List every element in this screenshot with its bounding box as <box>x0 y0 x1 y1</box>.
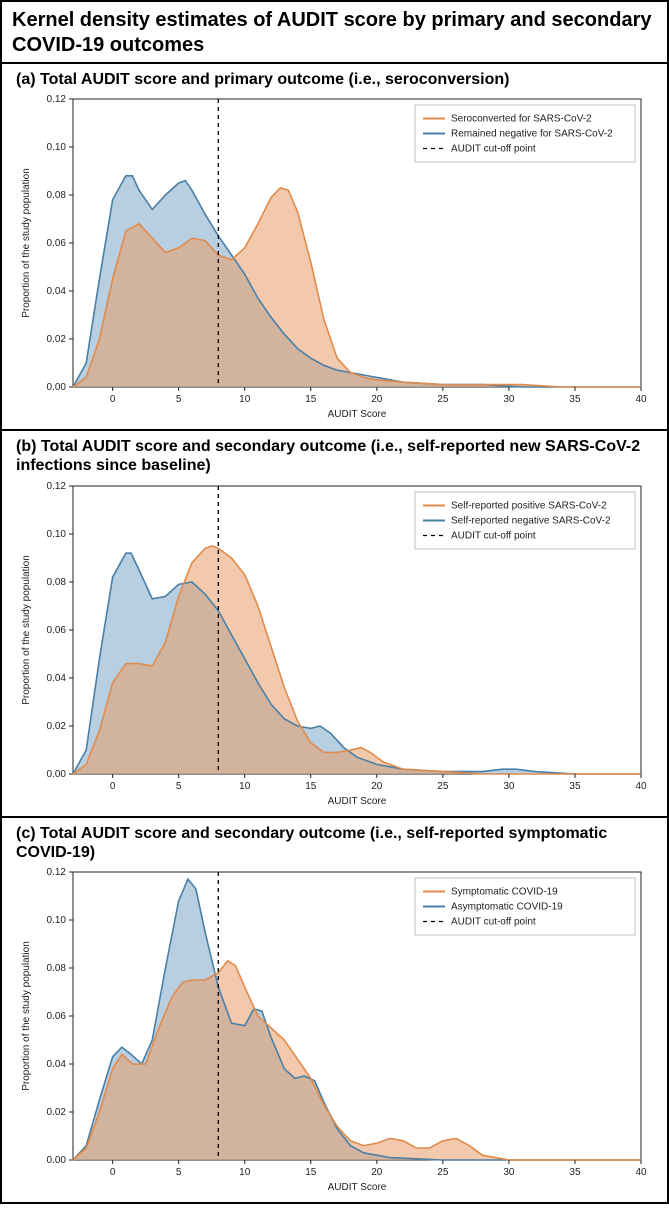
legend-label: Asymptomatic COVID-19 <box>451 901 563 912</box>
legend-label: Symptomatic COVID-19 <box>451 886 558 897</box>
svg-text:0.10: 0.10 <box>46 915 66 926</box>
figure-outer: Kernel density estimates of AUDIT score … <box>0 0 669 1204</box>
svg-text:15: 15 <box>305 781 317 792</box>
svg-text:5: 5 <box>175 394 181 405</box>
legend-label: AUDIT cut-off point <box>451 530 536 541</box>
svg-text:0.04: 0.04 <box>46 673 66 684</box>
svg-text:0.04: 0.04 <box>46 286 66 297</box>
svg-text:0.12: 0.12 <box>46 481 66 492</box>
svg-text:20: 20 <box>371 394 383 405</box>
svg-text:0.10: 0.10 <box>46 529 66 540</box>
svg-text:0.00: 0.00 <box>46 382 66 393</box>
legend-label: AUDIT cut-off point <box>451 916 536 927</box>
svg-text:0.00: 0.00 <box>46 769 66 780</box>
legend-label: Self-reported positive SARS-CoV-2 <box>451 500 607 511</box>
y-axis-label: Proportion of the study population <box>21 941 32 1091</box>
panel-title-a: (a) Total AUDIT score and primary outcom… <box>16 70 659 89</box>
x-axis-label: AUDIT Score <box>327 1182 386 1193</box>
svg-text:15: 15 <box>305 1167 317 1178</box>
x-axis-label: AUDIT Score <box>327 409 386 420</box>
svg-text:25: 25 <box>437 394 449 405</box>
legend-label: AUDIT cut-off point <box>451 144 536 155</box>
svg-text:40: 40 <box>635 1167 647 1178</box>
kde-area-positive <box>73 961 641 1160</box>
svg-text:0.08: 0.08 <box>46 577 66 588</box>
svg-text:0.12: 0.12 <box>46 867 66 878</box>
svg-text:20: 20 <box>371 781 383 792</box>
panel-a: (a) Total AUDIT score and primary outcom… <box>2 64 667 431</box>
svg-text:0.08: 0.08 <box>46 963 66 974</box>
legend: Symptomatic COVID-19 Asymptomatic COVID-1… <box>415 878 635 935</box>
panel-c: (c) Total AUDIT score and secondary outc… <box>2 818 667 1202</box>
svg-text:0.02: 0.02 <box>46 1107 66 1118</box>
svg-text:0.12: 0.12 <box>46 94 66 105</box>
chart-b: 0 5 10 15 20 25 30 35 40 0.00 0.02 0.04 0.06 0.08 0.10… <box>15 480 655 810</box>
x-axis-label: AUDIT Score <box>327 796 386 807</box>
svg-text:5: 5 <box>175 781 181 792</box>
svg-text:30: 30 <box>503 1167 515 1178</box>
svg-text:0.06: 0.06 <box>46 1011 66 1022</box>
legend-label: Remained negative for SARS-CoV-2 <box>451 129 613 140</box>
svg-text:0: 0 <box>109 394 115 405</box>
svg-text:5: 5 <box>175 1167 181 1178</box>
y-axis-label: Proportion of the study population <box>21 168 32 318</box>
figure-title: Kernel density estimates of AUDIT score … <box>2 2 667 64</box>
kde-area-positive <box>73 546 641 774</box>
panel-title-c: (c) Total AUDIT score and secondary outc… <box>16 824 659 862</box>
svg-text:25: 25 <box>437 1167 449 1178</box>
chart-svg-a: 0 5 10 15 20 25 30 35 40 0.00 0.02 0.04 0.06 0.08 0.10… <box>15 93 655 423</box>
panel-title-b: (b) Total AUDIT score and secondary outc… <box>16 437 659 475</box>
svg-text:30: 30 <box>503 394 515 405</box>
svg-text:10: 10 <box>239 781 251 792</box>
chart-c: 0 5 10 15 20 25 30 35 40 0.00 0.02 0.04 0.06 0.08 0.10… <box>15 866 655 1196</box>
svg-text:0.00: 0.00 <box>46 1155 66 1166</box>
y-axis-label: Proportion of the study population <box>21 555 32 705</box>
svg-text:10: 10 <box>239 1167 251 1178</box>
svg-text:0.02: 0.02 <box>46 334 66 345</box>
svg-text:0.08: 0.08 <box>46 190 66 201</box>
chart-svg-c: 0 5 10 15 20 25 30 35 40 0.00 0.02 0.04 0.06 0.08 0.10… <box>15 866 655 1196</box>
svg-text:25: 25 <box>437 781 449 792</box>
svg-text:40: 40 <box>635 781 647 792</box>
svg-text:0.02: 0.02 <box>46 721 66 732</box>
svg-text:10: 10 <box>239 394 251 405</box>
svg-text:35: 35 <box>569 394 581 405</box>
svg-text:0.06: 0.06 <box>46 238 66 249</box>
svg-text:0: 0 <box>109 781 115 792</box>
svg-text:0.06: 0.06 <box>46 625 66 636</box>
svg-text:0.04: 0.04 <box>46 1059 66 1070</box>
svg-text:40: 40 <box>635 394 647 405</box>
chart-a: 0 5 10 15 20 25 30 35 40 0.00 0.02 0.04 0.06 0.08 0.10… <box>15 93 655 423</box>
svg-text:15: 15 <box>305 394 317 405</box>
svg-text:30: 30 <box>503 781 515 792</box>
svg-text:35: 35 <box>569 1167 581 1178</box>
legend-label: Seroconverted for SARS-CoV-2 <box>451 114 592 125</box>
svg-text:20: 20 <box>371 1167 383 1178</box>
svg-text:0.10: 0.10 <box>46 142 66 153</box>
svg-text:35: 35 <box>569 781 581 792</box>
legend: Self-reported positive SARS-CoV-2 Self-re… <box>415 492 635 549</box>
panel-b: (b) Total AUDIT score and secondary outc… <box>2 431 667 817</box>
svg-text:0: 0 <box>109 1167 115 1178</box>
legend-label: Self-reported negative SARS-CoV-2 <box>451 515 611 526</box>
chart-svg-b: 0 5 10 15 20 25 30 35 40 0.00 0.02 0.04 0.06 0.08 0.10… <box>15 480 655 810</box>
legend: Seroconverted for SARS-CoV-2 Remained neg… <box>415 105 635 162</box>
